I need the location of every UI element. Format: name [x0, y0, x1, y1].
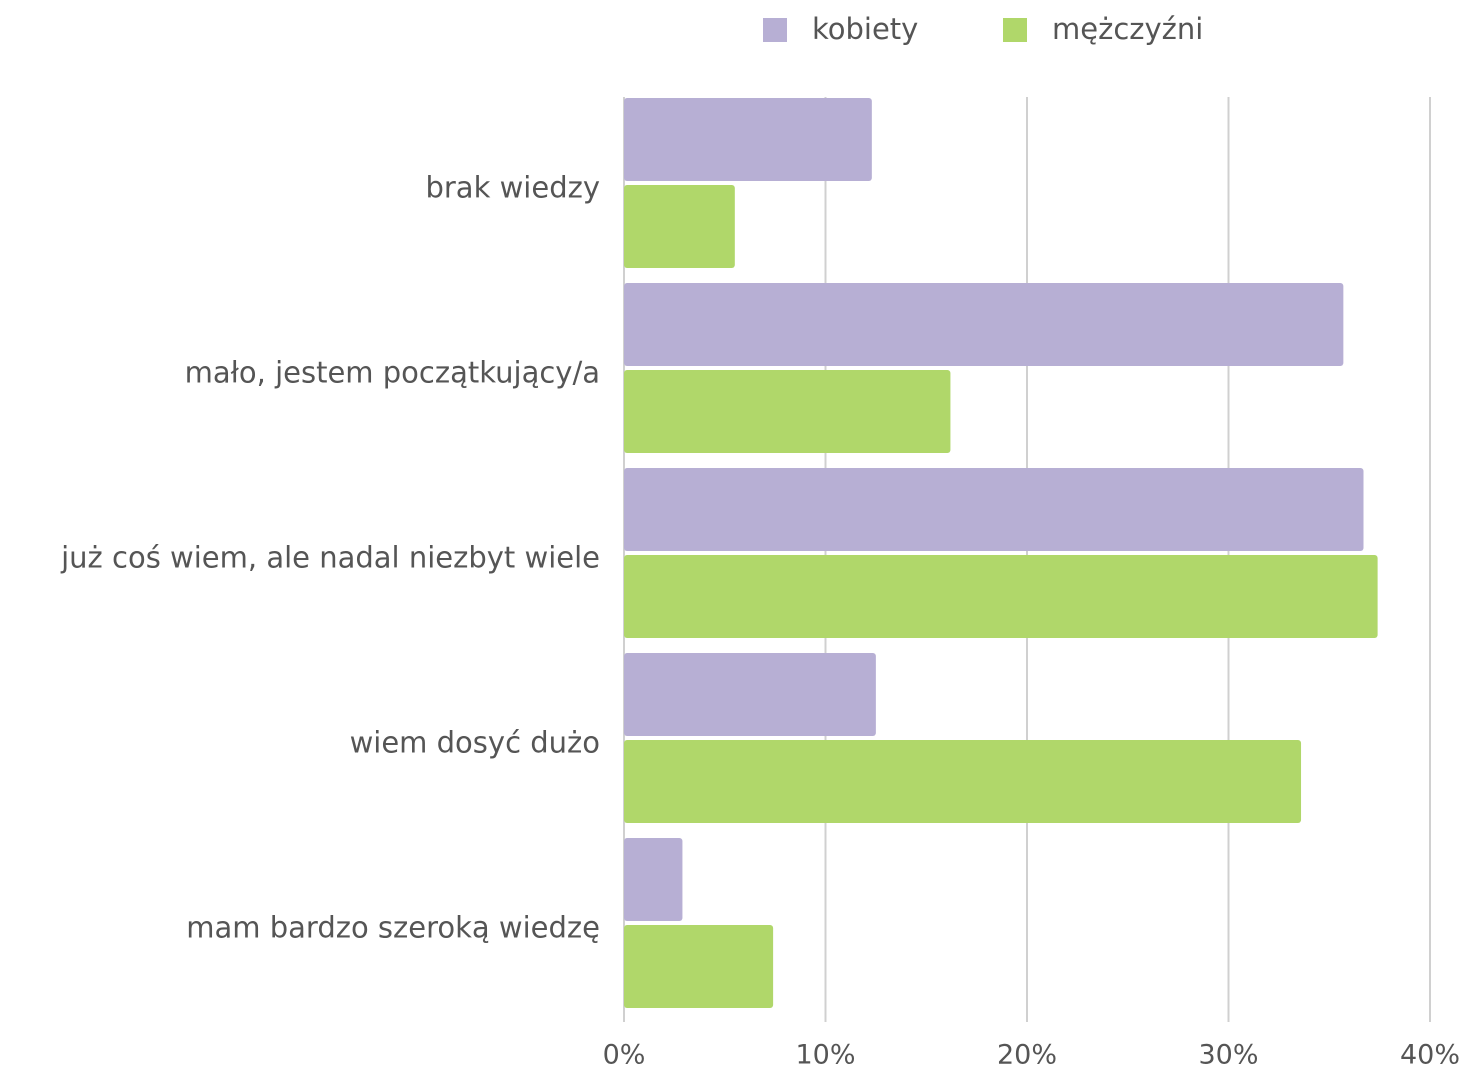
x-tick-label: 0% [603, 1040, 646, 1071]
legend-swatch [763, 18, 787, 42]
bar [624, 555, 1378, 638]
bar [624, 185, 735, 268]
bar [624, 98, 872, 181]
bar [624, 838, 683, 921]
y-tick-label: mało, jestem początkujący/a [185, 356, 600, 390]
bar [624, 925, 774, 1008]
legend-label: mężczyźni [1052, 12, 1203, 46]
bar [624, 468, 1364, 551]
legend-swatch [1003, 18, 1027, 42]
legend-label: kobiety [812, 12, 918, 46]
bar [624, 370, 951, 453]
bar [624, 740, 1302, 823]
y-tick-label: wiem dosyć dużo [350, 726, 600, 760]
x-tick-label: 40% [1400, 1040, 1460, 1071]
x-tick-label: 30% [1198, 1040, 1258, 1071]
x-tick-label: 10% [795, 1040, 855, 1071]
y-tick-label: brak wiedzy [425, 171, 600, 205]
x-tick-label: 20% [997, 1040, 1057, 1071]
bar [624, 283, 1344, 366]
bar [624, 653, 876, 736]
y-tick-label: mam bardzo szeroką wiedzę [186, 911, 600, 945]
y-tick-label: już coś wiem, ale nadal niezbyt wiele [60, 541, 600, 575]
